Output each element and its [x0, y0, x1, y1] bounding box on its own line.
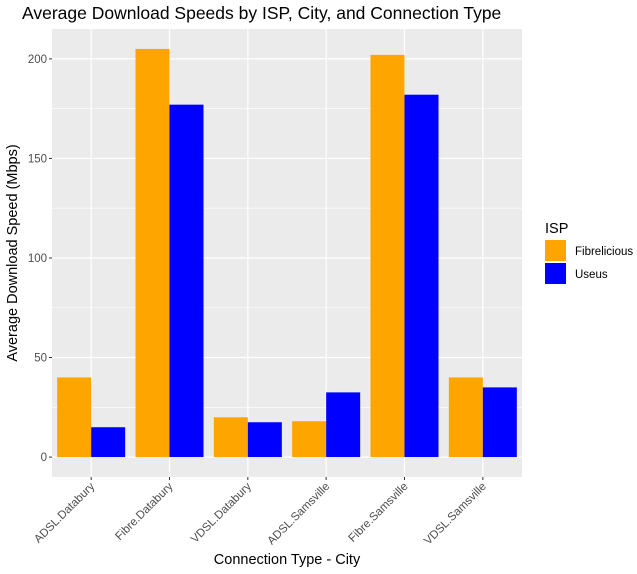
- bar-fibrelicious-fibre-samsville: [370, 54, 405, 458]
- legend-key-fibrelicious: [545, 240, 566, 261]
- legend-title: ISP: [545, 221, 568, 237]
- y-axis: 0 50 100 150 200: [28, 54, 52, 464]
- bar-fibrelicious-adsl-databury: [57, 377, 92, 458]
- x-tick-label: Fibre.Databury: [113, 480, 175, 542]
- x-tick-label: VDSL.Databury: [189, 480, 254, 545]
- y-axis-title: Average Download Speed (Mbps): [5, 144, 21, 361]
- bar-useus-fibre-samsville: [404, 94, 439, 458]
- legend-label-fibrelicious: Fibrelicious: [575, 246, 633, 258]
- bar-fibrelicious-fibre-databury: [135, 48, 170, 458]
- bar-fibrelicious-vdsl-samsville: [448, 377, 483, 458]
- x-tick-label: ADSL.Databury: [32, 480, 97, 545]
- x-tick-label: Fibre.Samsville: [347, 481, 411, 545]
- y-tick-label: 100: [28, 253, 47, 265]
- x-axis: ADSL.Databury Fibre.Databury VDSL.Databury…: [32, 477, 489, 547]
- y-tick-label: 0: [41, 452, 47, 464]
- y-tick-label: 150: [28, 153, 47, 165]
- legend-key-useus: [545, 263, 566, 284]
- plot-panel: [52, 29, 522, 477]
- bar-fibrelicious-vdsl-databury: [213, 417, 248, 458]
- bar-useus-vdsl-samsville: [482, 387, 517, 458]
- minor-gridlines: [52, 108, 522, 408]
- bar-useus-vdsl-databury: [247, 422, 282, 458]
- bar-useus-fibre-databury: [169, 104, 204, 458]
- y-tick-label: 200: [28, 54, 47, 66]
- bar-fibrelicious-adsl-samsville: [292, 421, 327, 458]
- bar-useus-adsl-samsville: [326, 392, 361, 458]
- x-tick-label: VDSL.Samsville: [422, 481, 489, 548]
- bar-useus-adsl-databury: [91, 427, 126, 458]
- x-axis-title: Connection Type - City: [214, 552, 361, 568]
- y-tick-label: 50: [34, 353, 47, 365]
- x-tick-label: ADSL.Samsville: [265, 481, 332, 548]
- legend-label-useus: Useus: [575, 269, 608, 281]
- legend: ISP Fibrelicious Useus: [545, 221, 633, 284]
- chart-title: Average Download Speeds by ISP, City, an…: [22, 3, 501, 23]
- bars: [57, 48, 517, 458]
